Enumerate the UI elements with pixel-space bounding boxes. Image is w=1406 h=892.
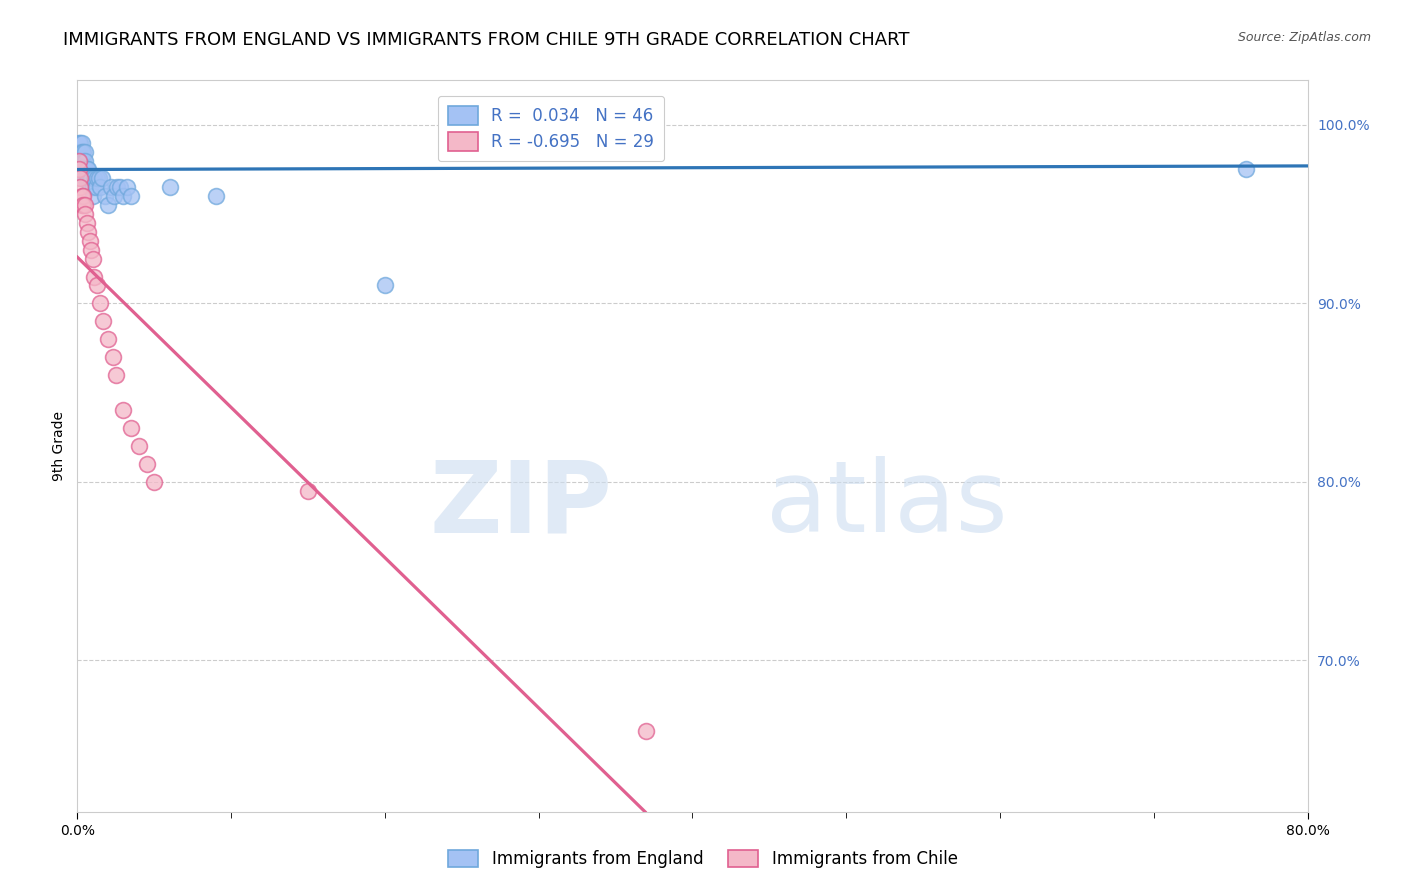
Point (70, 145, 93, 159)
Point (70, 171, 93, 186)
Point (89, 296, 111, 310)
Point (86, 278, 108, 293)
Point (89, 180, 111, 194)
Point (83, 269, 105, 284)
Point (79, 234, 101, 248)
Point (73, 171, 96, 186)
Point (70, 162, 93, 177)
Point (100, 180, 122, 194)
Text: ZIP: ZIP (430, 456, 613, 553)
Point (69, 153, 91, 168)
Point (73, 198, 96, 212)
Point (70, 189, 93, 203)
Point (72, 198, 94, 212)
Point (128, 439, 150, 453)
Point (82, 252, 104, 266)
Point (93, 314, 115, 328)
Point (69, 145, 91, 159)
Point (70, 136, 93, 150)
Point (72, 189, 94, 203)
Point (103, 189, 125, 203)
Point (143, 475, 166, 489)
Point (73, 145, 96, 159)
Legend: Immigrants from England, Immigrants from Chile: Immigrants from England, Immigrants from… (441, 843, 965, 875)
Point (82, 180, 104, 194)
Point (72, 162, 94, 177)
Point (80, 243, 103, 257)
Point (636, 724, 658, 739)
Point (73, 153, 96, 168)
Point (94, 189, 117, 203)
Text: IMMIGRANTS FROM ENGLAND VS IMMIGRANTS FROM CHILE 9TH GRADE CORRELATION CHART: IMMIGRANTS FROM ENGLAND VS IMMIGRANTS FR… (63, 31, 910, 49)
Point (120, 189, 142, 203)
Point (77, 225, 100, 239)
Point (67, 162, 90, 177)
Point (79, 171, 101, 186)
Point (67, 153, 90, 168)
Point (1234, 162, 1257, 177)
Point (76, 162, 98, 177)
Point (86, 171, 108, 186)
Point (77, 162, 100, 177)
Point (159, 180, 181, 194)
Point (73, 162, 96, 177)
Point (97, 198, 120, 212)
Text: atlas: atlas (766, 456, 1008, 553)
Point (115, 180, 138, 194)
Point (83, 171, 105, 186)
Point (70, 198, 93, 212)
Point (77, 171, 100, 186)
Point (297, 483, 319, 498)
Point (69, 162, 91, 177)
Point (69, 180, 91, 194)
Point (84, 180, 107, 194)
Point (112, 189, 135, 203)
Point (69, 136, 91, 150)
Point (90, 171, 114, 186)
Point (82, 189, 104, 203)
Point (110, 180, 132, 194)
Point (135, 457, 157, 471)
Point (79, 180, 101, 194)
Point (87, 171, 110, 186)
Point (69, 171, 91, 186)
Point (70, 153, 93, 168)
Point (72, 145, 94, 159)
Point (80, 171, 103, 186)
Point (97, 332, 120, 346)
Legend: R =  0.034   N = 46, R = -0.695   N = 29: R = 0.034 N = 46, R = -0.695 N = 29 (437, 96, 664, 161)
Point (374, 278, 396, 293)
Point (112, 403, 135, 417)
Point (67, 136, 90, 150)
Point (105, 180, 128, 194)
Point (67, 145, 90, 159)
Point (73, 207, 96, 221)
Point (76, 171, 98, 186)
Point (72, 153, 94, 168)
Point (204, 189, 226, 203)
Point (101, 350, 124, 364)
Point (76, 216, 98, 230)
Y-axis label: 9th Grade: 9th Grade (52, 411, 66, 481)
Text: Source: ZipAtlas.com: Source: ZipAtlas.com (1237, 31, 1371, 45)
Point (120, 421, 142, 435)
Point (104, 368, 127, 382)
